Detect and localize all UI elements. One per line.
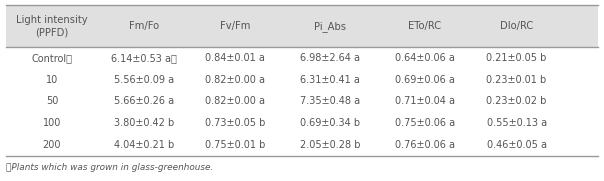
Text: Pi_Abs: Pi_Abs <box>314 21 346 32</box>
Bar <box>6 69 598 90</box>
Text: 7.35±0.48 a: 7.35±0.48 a <box>300 96 360 106</box>
Bar <box>6 134 598 156</box>
Text: 5.56±0.09 a: 5.56±0.09 a <box>114 75 174 85</box>
Text: 0.23±0.02 b: 0.23±0.02 b <box>486 96 547 106</box>
Text: 6.31±0.41 a: 6.31±0.41 a <box>300 75 360 85</box>
Text: ETo/RC: ETo/RC <box>408 21 442 31</box>
Text: 0.69±0.34 b: 0.69±0.34 b <box>300 118 360 128</box>
Text: 100: 100 <box>43 118 61 128</box>
Text: 0.84±0.01 a: 0.84±0.01 a <box>205 53 265 63</box>
Text: DIo/RC: DIo/RC <box>500 21 533 31</box>
Text: 0.46±0.05 a: 0.46±0.05 a <box>487 140 547 150</box>
Bar <box>6 47 598 69</box>
Bar <box>6 90 598 112</box>
Text: 10: 10 <box>46 75 58 85</box>
Text: 0.69±0.06 a: 0.69±0.06 a <box>395 75 455 85</box>
Text: Light intensity
(PPFD): Light intensity (PPFD) <box>16 15 88 37</box>
Text: 0.64±0.06 a: 0.64±0.06 a <box>395 53 455 63</box>
Text: 0.23±0.01 b: 0.23±0.01 b <box>486 75 547 85</box>
Text: 50: 50 <box>46 96 58 106</box>
Text: ᶓPlants which was grown in glass-greenhouse.: ᶓPlants which was grown in glass-greenho… <box>6 163 213 172</box>
Bar <box>6 112 598 134</box>
Text: 6.98±2.64 a: 6.98±2.64 a <box>300 53 360 63</box>
Text: 4.04±0.21 b: 4.04±0.21 b <box>114 140 174 150</box>
Text: 5.66±0.26 a: 5.66±0.26 a <box>114 96 174 106</box>
Text: 0.71±0.04 a: 0.71±0.04 a <box>395 96 455 106</box>
Text: Fm/Fo: Fm/Fo <box>129 21 159 31</box>
Text: 0.21±0.05 b: 0.21±0.05 b <box>486 53 547 63</box>
Text: 0.82±0.00 a: 0.82±0.00 a <box>205 96 265 106</box>
Text: 3.80±0.42 b: 3.80±0.42 b <box>114 118 174 128</box>
Text: 0.75±0.06 a: 0.75±0.06 a <box>395 118 455 128</box>
Text: 0.82±0.00 a: 0.82±0.00 a <box>205 75 265 85</box>
Text: 0.55±0.13 a: 0.55±0.13 a <box>486 118 547 128</box>
Bar <box>6 5 598 47</box>
Text: 200: 200 <box>43 140 61 150</box>
Text: 0.73±0.05 b: 0.73±0.05 b <box>205 118 266 128</box>
Text: 0.76±0.06 a: 0.76±0.06 a <box>395 140 455 150</box>
Text: 2.05±0.28 b: 2.05±0.28 b <box>300 140 361 150</box>
Text: 0.75±0.01 b: 0.75±0.01 b <box>205 140 266 150</box>
Text: Fv/Fm: Fv/Fm <box>220 21 251 31</box>
Text: 6.14±0.53 aᶓ: 6.14±0.53 aᶓ <box>111 53 176 63</box>
Text: Controlᶓ: Controlᶓ <box>31 53 72 63</box>
